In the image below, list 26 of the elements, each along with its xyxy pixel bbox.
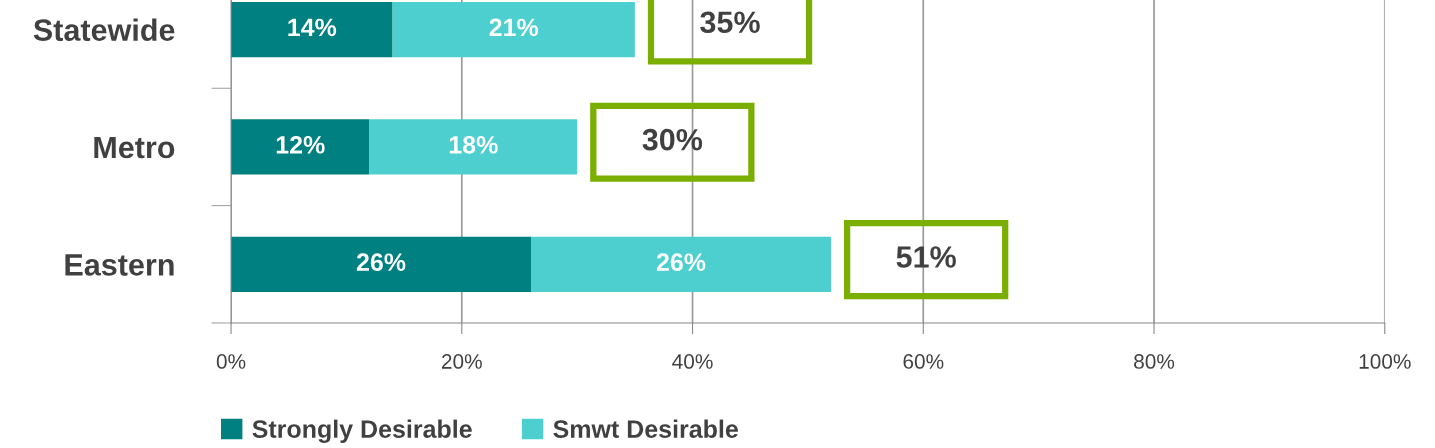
legend-label: Strongly Desirable	[252, 419, 472, 443]
data-label: 26%	[656, 253, 706, 272]
y-tick-label: Eastern	[65, 254, 174, 276]
data-label: 21%	[489, 18, 539, 37]
x-tick-label: 80%	[1134, 354, 1175, 369]
legend-label: Smwt Desirable	[553, 419, 738, 438]
total-label: 51%	[896, 246, 956, 268]
total-label: 30%	[642, 128, 703, 151]
bar	[231, 236, 532, 292]
y-tick-label: Metro	[94, 136, 175, 159]
bar	[392, 1, 635, 58]
x-tick-label: 40%	[672, 354, 713, 369]
data-label: 26%	[356, 253, 406, 272]
x-tick-label: 100%	[1359, 354, 1411, 369]
bar	[231, 1, 393, 58]
total-label: 35%	[700, 11, 760, 34]
y-tick-label: Statewide	[33, 18, 175, 41]
bar	[369, 119, 578, 175]
bar	[531, 236, 831, 292]
data-label: 18%	[449, 135, 498, 154]
data-label: 12%	[276, 135, 325, 154]
x-tick-label: 20%	[441, 354, 482, 369]
x-tick-label: 0%	[216, 354, 246, 369]
data-label: 14%	[288, 18, 337, 37]
x-tick-label: 60%	[903, 354, 944, 369]
bar	[231, 119, 370, 175]
